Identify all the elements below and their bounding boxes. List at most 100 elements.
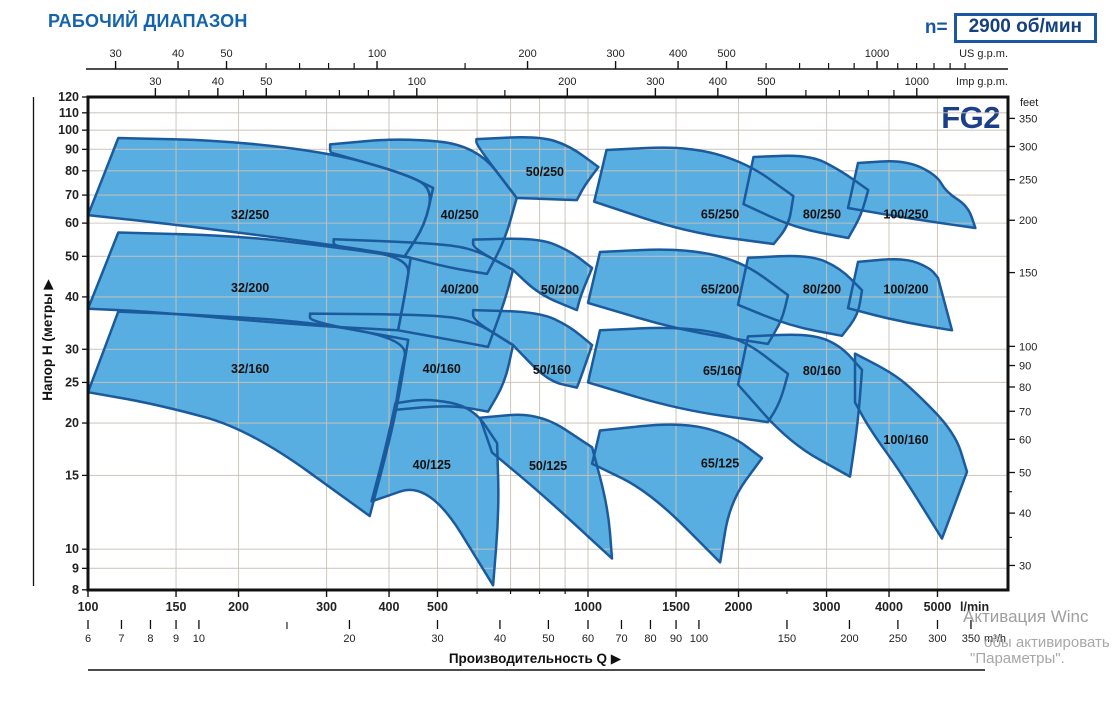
feet-tick-label: 350 xyxy=(1019,113,1037,125)
plot-frame xyxy=(86,95,1010,592)
pump-region-fill-100/200 xyxy=(848,259,952,331)
pump-region-outline-32/160 xyxy=(86,310,410,518)
pump-region-label-100/250: 100/250 xyxy=(883,208,928,222)
pump-region-outline-100/250 xyxy=(846,160,977,230)
m3h-tick-label: 40 xyxy=(494,633,506,645)
pump-region-outline-65/160 xyxy=(586,326,790,424)
pump-region-outline-80/200 xyxy=(736,254,864,338)
feet-tick-label: 250 xyxy=(1019,175,1037,187)
imp-gpm-tick-label: 500 xyxy=(757,76,775,88)
meters-tick-label: 60 xyxy=(65,216,79,230)
lmin-unit-label: l/min xyxy=(960,600,989,614)
pump-region-outline-65/200 xyxy=(586,248,790,346)
pump-region-label-40/160: 40/160 xyxy=(423,362,461,376)
axis-imp-gpm: 30 40 50 100 200 300 400 500 1000 Imp g.p.m. xyxy=(149,76,1008,96)
meters-tick-label: 110 xyxy=(59,106,79,120)
us-gpm-tick-label: 300 xyxy=(606,48,624,60)
imp-gpm-tick-label: 1000 xyxy=(905,76,929,88)
feet-tick-label: 100 xyxy=(1019,341,1037,353)
m3h-tick-label: 350 xyxy=(962,633,980,645)
feet-tick-label: 70 xyxy=(1019,406,1031,418)
meters-tick-label: 25 xyxy=(65,375,79,389)
lmin-tick-label: 4000 xyxy=(875,600,903,614)
feet-tick-label: 60 xyxy=(1019,434,1031,446)
m3h-unit-label: m³/h xyxy=(984,633,1006,645)
pump-region-outline-80/160 xyxy=(736,333,864,478)
pump-region-label-32/160: 32/160 xyxy=(231,362,269,376)
m3h-tick-label: 20 xyxy=(343,633,355,645)
imp-gpm-tick-label: 50 xyxy=(260,76,272,88)
pump-region-labels: 100/250 80/250 65/250 50/250 40/250 32/250 100… xyxy=(231,165,929,473)
lmin-tick-label: 200 xyxy=(228,600,249,614)
m3h-tick-label: 9 xyxy=(173,633,179,645)
m3h-tick-label: 300 xyxy=(928,633,946,645)
pump-region-label-40/125: 40/125 xyxy=(413,458,451,472)
pump-region-label-50/125: 50/125 xyxy=(529,459,567,473)
us-gpm-tick-label: 500 xyxy=(717,48,735,60)
feet-tick-label: 150 xyxy=(1019,268,1037,280)
pump-region-label-32/250: 32/250 xyxy=(231,208,269,222)
axis-m3h: 6 7 8 9 10 20 30 40 50 60 70 80 90 100 150 200 250 300 350… xyxy=(85,620,1006,645)
pump-region-fill-65/125 xyxy=(592,424,762,563)
pump-region-label-65/200: 65/200 xyxy=(701,282,739,296)
m3h-tick-label: 90 xyxy=(670,633,682,645)
pump-region-label-32/200: 32/200 xyxy=(231,281,269,295)
lmin-tick-label: 1500 xyxy=(662,600,690,614)
speed-prefix-label: n= xyxy=(924,17,948,38)
meters-tick-label: 100 xyxy=(58,123,79,137)
meters-tick-label: 10 xyxy=(65,542,79,556)
pump-region-label-50/160: 50/160 xyxy=(533,363,571,377)
us-gpm-tick-label: 40 xyxy=(172,48,184,60)
lmin-tick-label: 300 xyxy=(316,600,337,614)
axis-titles: Напор H (метры ▶ Производительность Q ▶ xyxy=(32,97,985,671)
windows-activation-watermark-line3: "Параметры". xyxy=(970,650,1065,667)
feet-unit-label: feet xyxy=(1020,97,1038,109)
lmin-tick-label: 500 xyxy=(427,600,448,614)
pump-region-label-40/200: 40/200 xyxy=(441,282,479,296)
y-axis-title: Напор H (метры ▶ xyxy=(40,279,55,401)
lmin-tick-label: 100 xyxy=(78,600,99,614)
meters-tick-label: 90 xyxy=(65,142,79,156)
pump-region-label-100/200: 100/200 xyxy=(883,282,928,296)
pump-region-outline-50/125 xyxy=(478,413,614,560)
m3h-tick-label: 10 xyxy=(193,633,205,645)
imp-gpm-tick-label: 400 xyxy=(709,76,727,88)
pump-region-fill-40/160 xyxy=(310,313,513,412)
m3h-tick-label: 30 xyxy=(431,633,443,645)
imp-gpm-unit-label: Imp g.p.m. xyxy=(956,76,1008,88)
meters-tick-label: 30 xyxy=(65,342,79,356)
us-gpm-tick-label: 200 xyxy=(518,48,536,60)
pump-region-label-40/250: 40/250 xyxy=(441,208,479,222)
m3h-tick-label: 250 xyxy=(889,633,907,645)
pump-region-label-65/250: 65/250 xyxy=(701,208,739,222)
pump-region-fill-32/250 xyxy=(88,138,434,257)
pump-region-label-65/160: 65/160 xyxy=(703,364,741,378)
pump-region-outline-80/250 xyxy=(742,154,870,240)
meters-tick-label: 70 xyxy=(65,188,79,202)
lmin-tick-label: 3000 xyxy=(813,600,841,614)
axis-lmin: 100 150 200 300 400 500 1000 1500 2000 3000 4000 50… xyxy=(78,590,989,614)
speed-indicator: n= 2900 об/мин xyxy=(925,13,1097,43)
windows-activation-watermark-line1: Активация Winc xyxy=(963,607,1089,626)
imp-gpm-tick-label: 200 xyxy=(558,76,576,88)
meters-tick-label: 120 xyxy=(58,90,79,104)
lmin-tick-label: 2000 xyxy=(725,600,753,614)
pump-region-outline-100/160 xyxy=(853,352,969,540)
windows-activation-watermark-line2: обы активировать xyxy=(984,634,1110,651)
pump-region-fill-40/125 xyxy=(371,399,499,586)
feet-tick-label: 300 xyxy=(1019,141,1037,153)
pump-region-label-80/250: 80/250 xyxy=(803,208,841,222)
m3h-tick-label: 6 xyxy=(85,633,91,645)
pump-region-outline-65/125 xyxy=(590,423,764,564)
feet-tick-label: 90 xyxy=(1019,361,1031,373)
m3h-tick-label: 70 xyxy=(615,633,627,645)
m3h-tick-label: 8 xyxy=(147,633,153,645)
pump-region-fills xyxy=(88,137,976,586)
feet-tick-label: 80 xyxy=(1019,382,1031,394)
pump-region-outline-40/125 xyxy=(370,398,500,587)
pump-region-outline-65/250 xyxy=(592,146,795,246)
pump-region-fill-65/250 xyxy=(594,147,794,244)
m3h-tick-label: 7 xyxy=(118,633,124,645)
pump-region-outline-100/200 xyxy=(846,257,954,332)
pump-region-label-100/160: 100/160 xyxy=(883,433,928,447)
